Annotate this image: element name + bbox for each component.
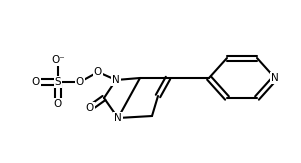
Text: O: O	[94, 67, 102, 77]
Text: O: O	[54, 99, 62, 109]
Text: N: N	[114, 113, 122, 123]
Text: N: N	[112, 75, 120, 85]
Text: S: S	[55, 77, 61, 87]
Text: O: O	[76, 77, 84, 87]
Text: O⁻: O⁻	[51, 55, 65, 65]
Text: O: O	[32, 77, 40, 87]
Text: N: N	[271, 73, 279, 83]
Text: O: O	[86, 103, 94, 113]
